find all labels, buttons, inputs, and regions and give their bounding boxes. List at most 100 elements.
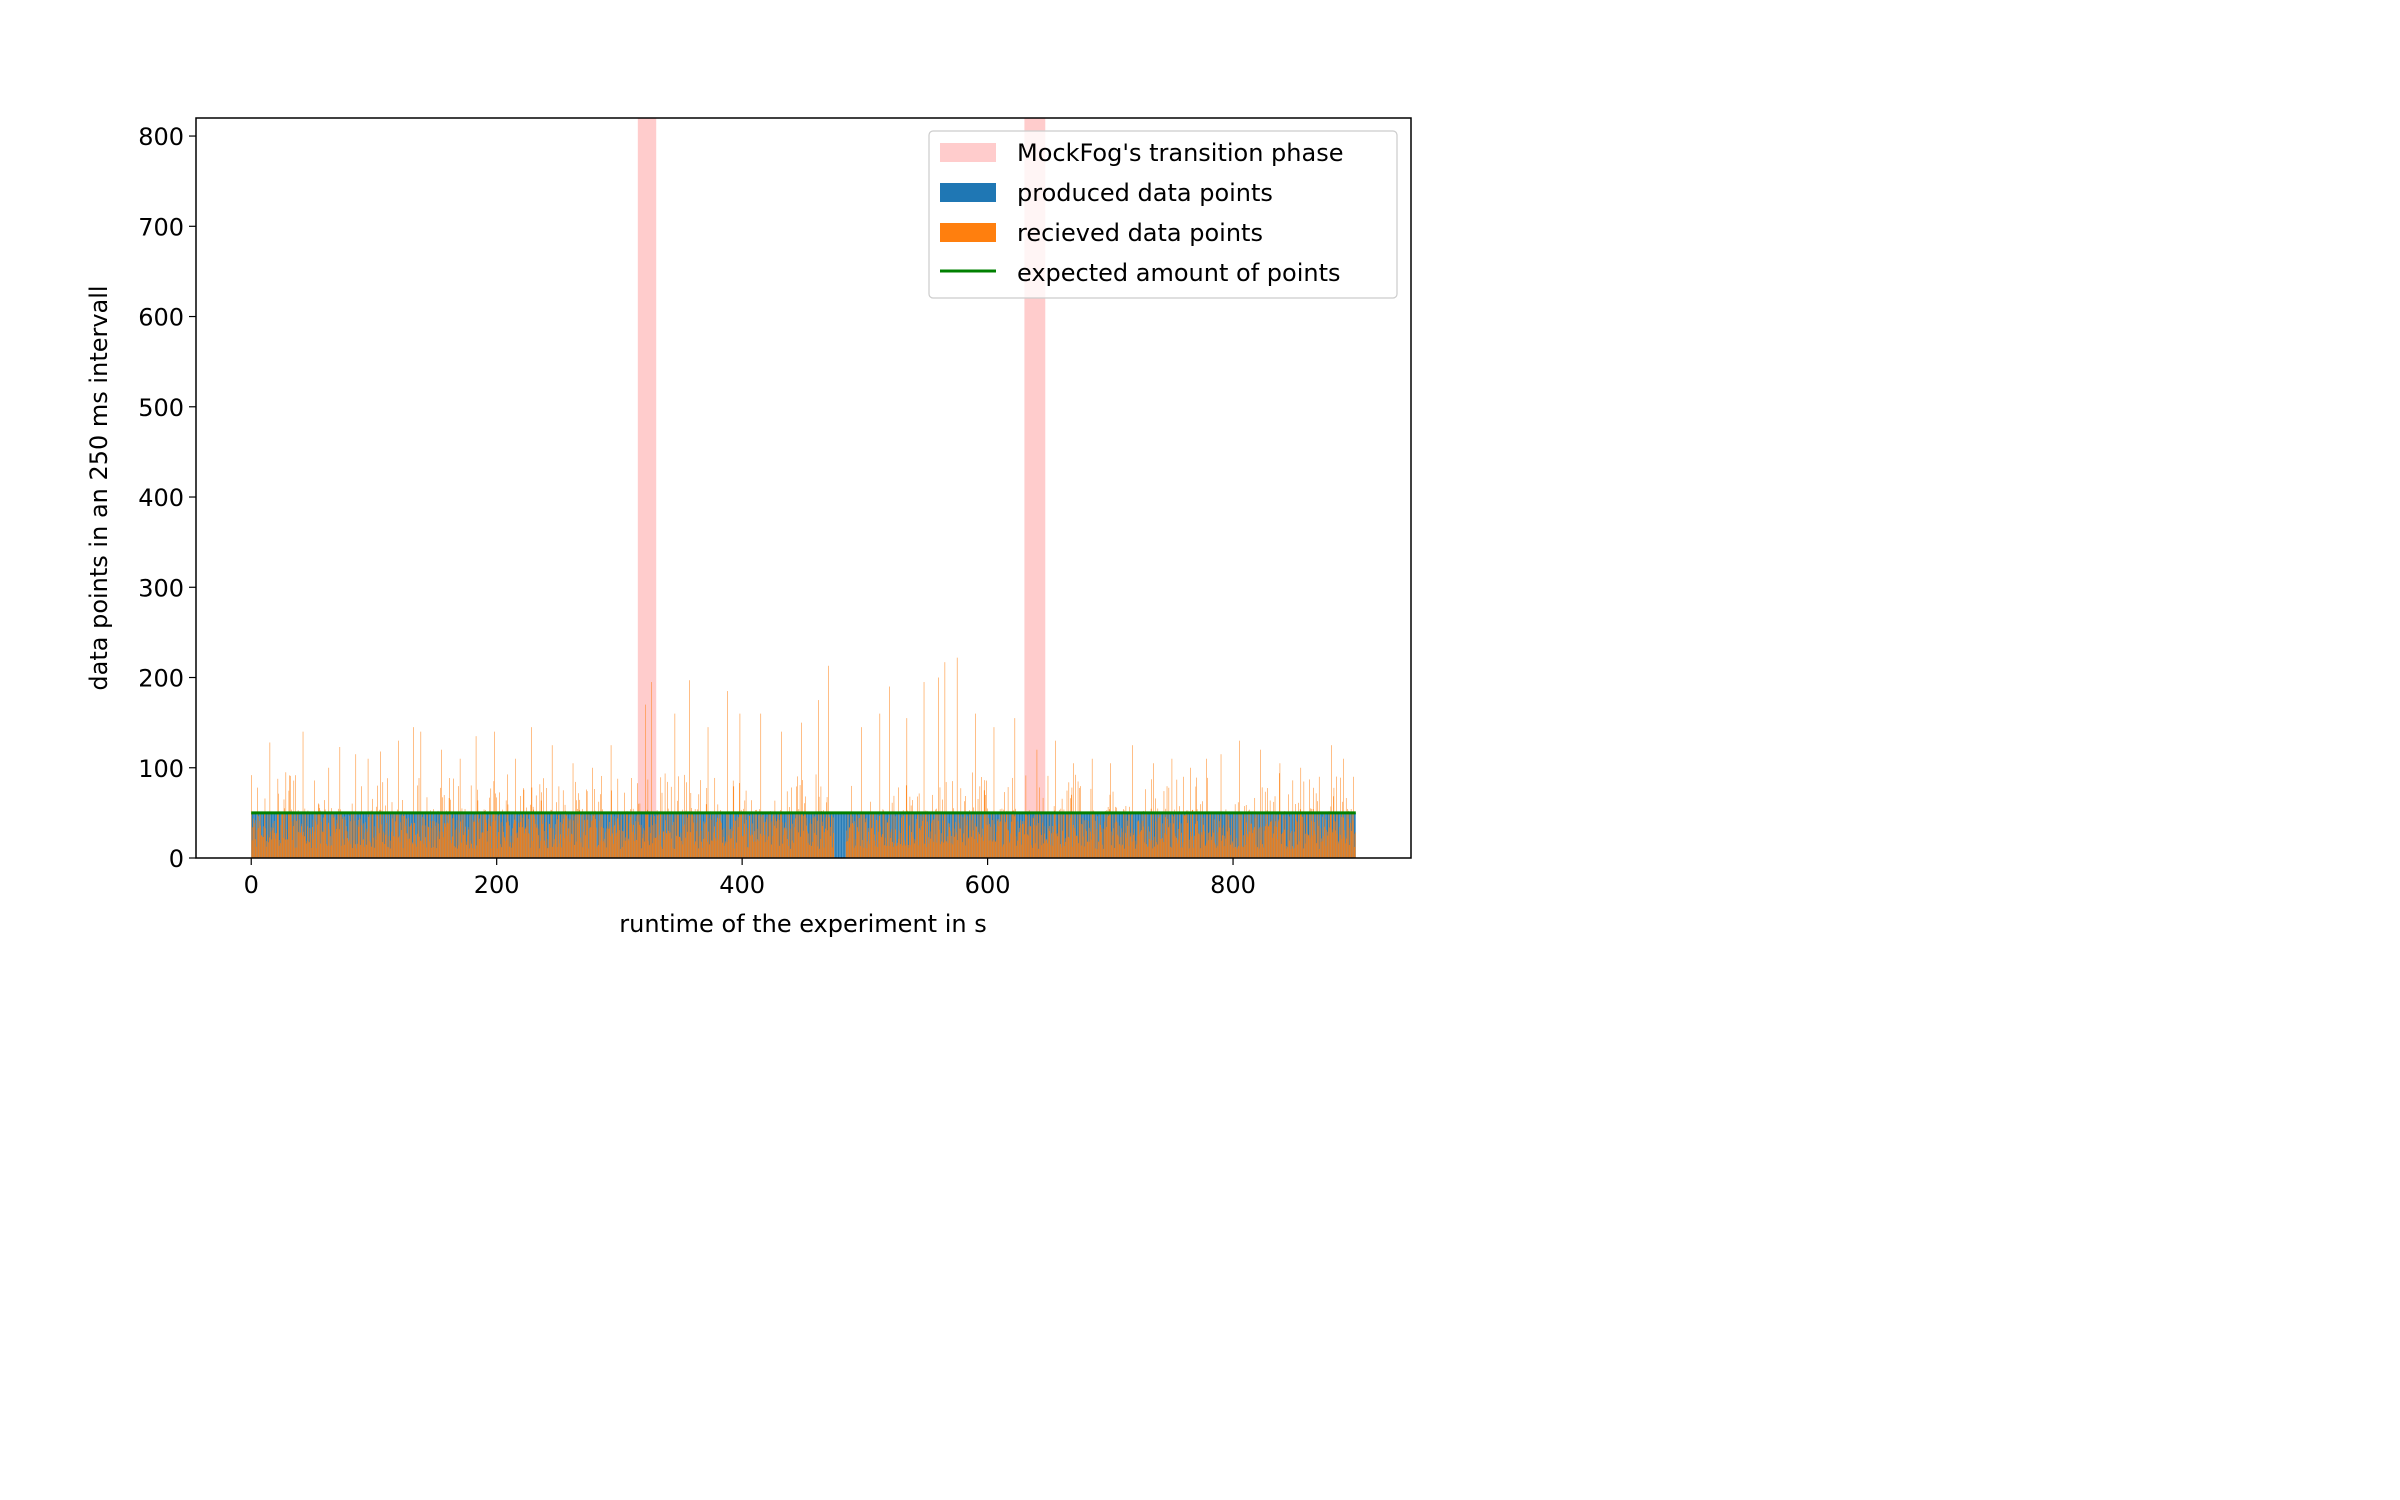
produced-bar xyxy=(767,812,768,858)
received-bar xyxy=(1222,835,1223,858)
received-bar xyxy=(848,828,850,858)
received-bar xyxy=(581,815,582,858)
received-bar xyxy=(587,819,588,858)
received-bar xyxy=(599,820,600,858)
received-bar xyxy=(1121,844,1123,858)
received-bar xyxy=(606,828,608,858)
received-bar xyxy=(920,830,921,858)
received-bar xyxy=(974,823,976,858)
received-bar xyxy=(905,845,906,858)
produced-bar xyxy=(886,812,887,858)
produced-bar xyxy=(642,812,643,858)
produced-bar xyxy=(294,812,296,858)
received-bar xyxy=(896,845,897,858)
received-bar xyxy=(316,847,317,858)
received-bar xyxy=(532,806,534,858)
received-bar xyxy=(1249,831,1251,858)
received-bar xyxy=(1139,834,1140,858)
received-bar xyxy=(485,820,487,858)
received-bar xyxy=(538,835,539,858)
received-bar xyxy=(1046,839,1047,858)
received-bar xyxy=(526,826,528,858)
produced-bar xyxy=(330,812,331,858)
received-bar xyxy=(1205,845,1206,858)
produced-bar xyxy=(772,812,773,858)
received-bar xyxy=(1060,808,1062,858)
produced-bar xyxy=(423,812,425,858)
produced-bar xyxy=(1065,812,1067,858)
received-bar xyxy=(686,782,687,858)
received-bar xyxy=(1204,844,1206,858)
produced-bar xyxy=(266,812,268,858)
received-bar xyxy=(262,837,264,858)
produced-bar xyxy=(897,812,898,858)
received-bar xyxy=(1188,819,1189,858)
y-tick-label: 500 xyxy=(138,394,184,422)
received-bar xyxy=(944,812,945,858)
received-bar xyxy=(608,821,610,858)
produced-bar xyxy=(1102,812,1104,858)
received-bar xyxy=(644,830,646,858)
produced-bar xyxy=(724,812,726,858)
received-bar xyxy=(1285,819,1286,858)
produced-bar xyxy=(369,812,371,858)
x-tick-label: 800 xyxy=(1210,871,1256,899)
received-bar xyxy=(883,810,884,858)
received-bar xyxy=(1160,838,1162,858)
received-bar xyxy=(300,832,301,858)
received-bar xyxy=(912,836,914,858)
received-bar xyxy=(434,840,436,858)
received-bar xyxy=(1271,821,1272,858)
produced-bar xyxy=(674,812,675,858)
received-bar xyxy=(941,841,943,858)
received-bar xyxy=(896,845,898,858)
received-bar xyxy=(413,823,415,858)
received-bar xyxy=(1225,809,1227,858)
received-bar xyxy=(306,843,307,858)
received-bar xyxy=(862,839,863,858)
received-bar xyxy=(1155,798,1156,858)
received-bar xyxy=(881,837,882,858)
produced-bar xyxy=(790,812,791,858)
received-bar xyxy=(1045,840,1046,858)
received-bar xyxy=(872,812,874,858)
received-bar xyxy=(999,822,1000,858)
produced-bar xyxy=(658,812,660,858)
produced-bar xyxy=(1199,812,1201,858)
received-bar xyxy=(1146,812,1148,858)
produced-bar xyxy=(1072,812,1073,858)
received-bar xyxy=(1316,843,1317,858)
received-bar xyxy=(461,842,462,858)
received-bar xyxy=(398,740,399,858)
received-bar xyxy=(958,823,960,858)
received-bar xyxy=(903,815,905,858)
produced-bar xyxy=(439,812,440,858)
received-bar xyxy=(969,830,971,858)
produced-bar xyxy=(1280,812,1282,858)
produced-bar xyxy=(364,812,365,858)
produced-bar xyxy=(539,812,540,858)
produced-bar xyxy=(841,812,843,858)
produced-bar xyxy=(408,812,410,858)
received-bar xyxy=(1062,830,1063,858)
received-bar xyxy=(279,840,280,858)
received-bar xyxy=(1047,843,1048,858)
produced-bar xyxy=(1156,812,1157,858)
received-bar xyxy=(832,847,833,858)
produced-bar xyxy=(511,812,513,858)
received-bar xyxy=(734,820,736,858)
received-bar xyxy=(786,791,788,858)
produced-bar xyxy=(840,812,842,858)
produced-bar xyxy=(596,812,598,858)
received-bar xyxy=(476,845,477,858)
received-bar xyxy=(1276,814,1277,858)
produced-bar xyxy=(662,812,663,858)
produced-bar xyxy=(604,812,605,858)
produced-bar xyxy=(812,812,813,858)
received-bar xyxy=(540,840,541,858)
received-bar xyxy=(404,815,406,858)
produced-bar xyxy=(613,812,614,858)
received-bar xyxy=(277,813,278,858)
received-bar xyxy=(1047,775,1049,858)
received-bar xyxy=(1034,825,1035,858)
